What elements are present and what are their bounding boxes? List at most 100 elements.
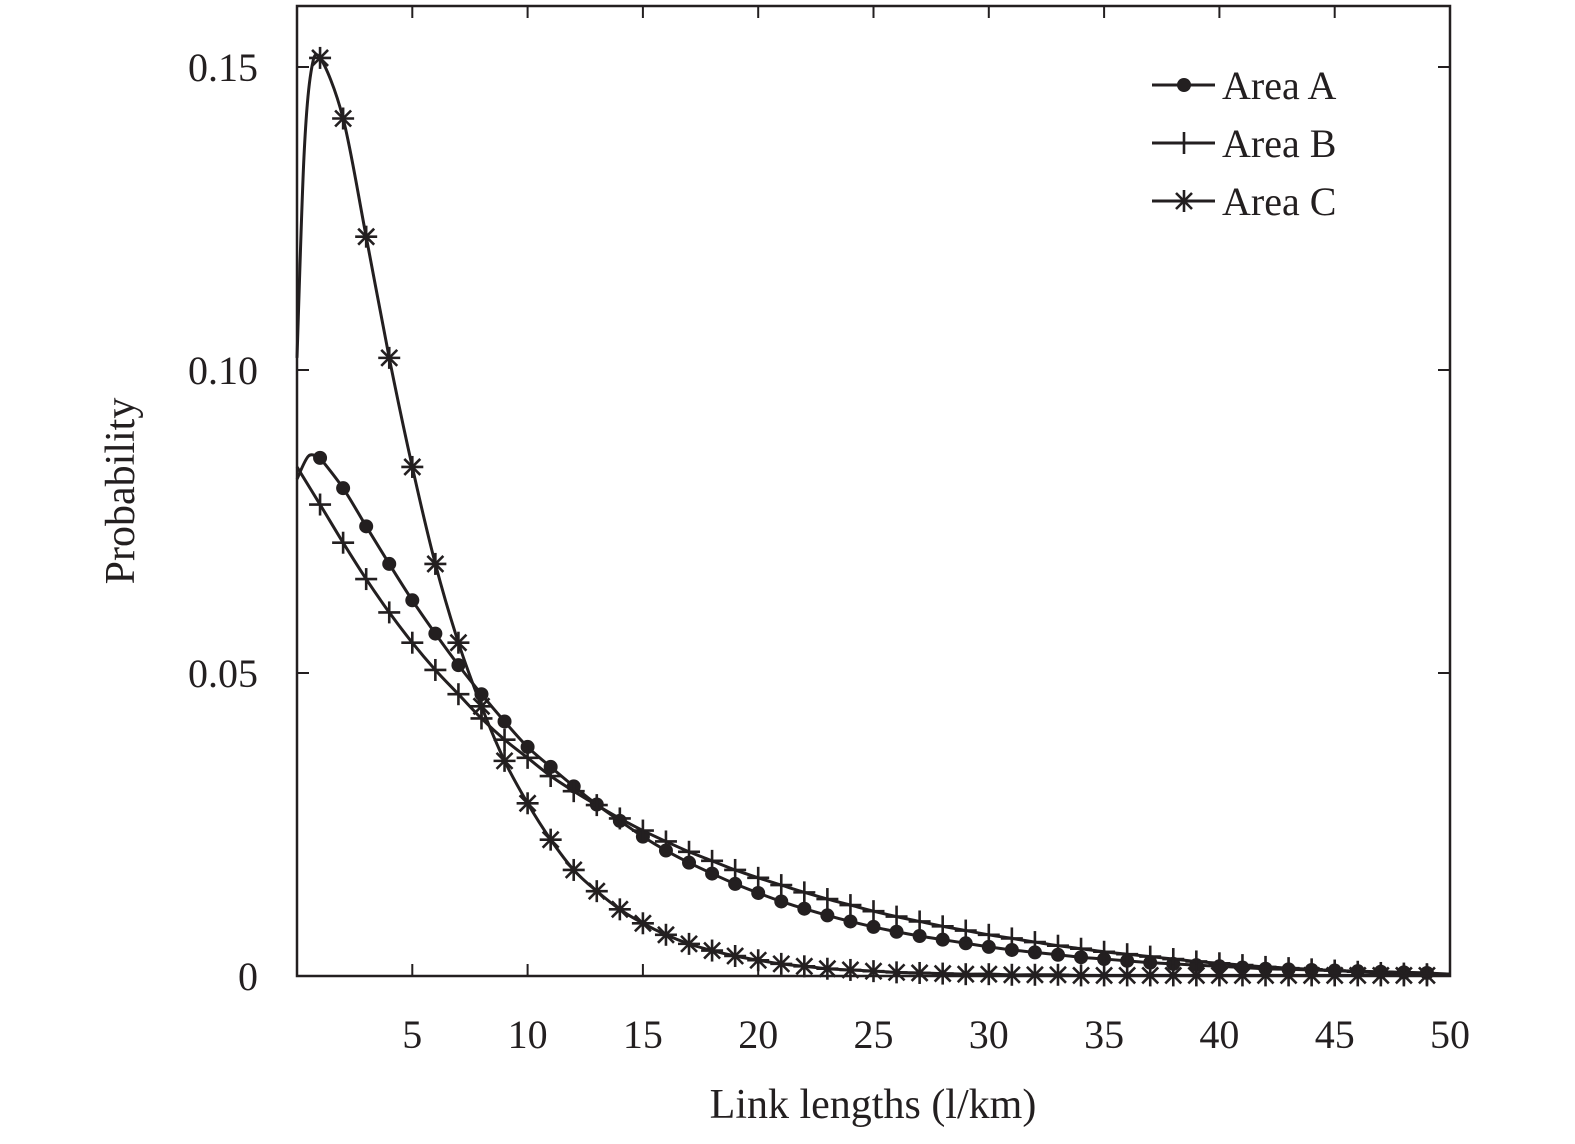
legend: Area A Area B Area C [1152, 63, 1337, 224]
point-area-a-5 [428, 626, 443, 641]
point-area-b-21 [793, 881, 816, 904]
point-area-a-24 [866, 919, 881, 934]
point-area-c-14 [631, 912, 654, 935]
legend-marker-area-b [1173, 132, 1195, 154]
x-tick-label-50: 50 [1430, 1012, 1470, 1057]
legend-label-area-b: Area B [1222, 121, 1336, 166]
point-area-a-28 [958, 936, 973, 951]
legend-label-area-c: Area C [1222, 179, 1336, 224]
point-area-b-35 [1116, 943, 1139, 966]
point-area-c-25-d2 [887, 963, 906, 982]
point-area-b-34 [1093, 940, 1116, 963]
point-area-c-27-d2 [933, 964, 952, 983]
point-area-b-28 [954, 919, 977, 942]
point-area-c-20-d2 [772, 954, 791, 973]
x-tick-label-35: 35 [1084, 1012, 1124, 1057]
series-layer [295, 46, 1451, 987]
point-area-c-10-d2 [541, 830, 560, 849]
point-area-c-18 [724, 945, 747, 968]
x-tick-label-15: 15 [623, 1012, 663, 1057]
point-area-c-19-d2 [749, 951, 768, 970]
x-tick-label-30: 30 [969, 1012, 1009, 1057]
point-area-c-21 [793, 955, 816, 978]
point-area-b-1 [332, 531, 355, 554]
point-area-b-23 [839, 894, 862, 917]
point-area-c-6 [447, 631, 470, 654]
y-tick-label-0: 0 [238, 954, 258, 999]
point-area-b-20 [770, 874, 793, 897]
point-area-b-19 [747, 866, 770, 889]
point-area-c-17 [701, 939, 724, 962]
point-area-c-9 [516, 792, 539, 815]
point-area-b-36 [1139, 945, 1162, 968]
point-area-c-11-d2 [564, 861, 583, 879]
point-area-a-18 [728, 876, 743, 891]
point-area-c-9-d2 [518, 794, 537, 813]
point-area-c-12-d2 [587, 882, 606, 901]
point-area-a-21 [797, 901, 812, 916]
point-area-b-10 [539, 765, 562, 788]
point-area-a-26 [912, 929, 927, 944]
series-line-area-a [295, 453, 1451, 976]
point-area-b-32 [1046, 934, 1069, 957]
point-area-c-27 [931, 962, 954, 985]
point-area-c-22 [816, 957, 839, 980]
point-area-c-22-d2 [818, 959, 837, 978]
point-area-c-0 [309, 46, 332, 69]
x-tick-label-5: 5 [402, 1012, 422, 1057]
x-tick-label-45: 45 [1315, 1012, 1355, 1057]
point-area-c-7-d2 [472, 697, 491, 716]
point-area-c-26-d2 [910, 964, 929, 982]
point-area-a-25 [889, 924, 904, 939]
point-area-b-30 [1000, 927, 1023, 950]
point-area-a-6 [451, 658, 466, 673]
x-tick-label-10: 10 [508, 1012, 548, 1057]
point-area-c-11 [562, 858, 585, 881]
legend-marker-area-a [1177, 78, 1191, 92]
point-area-b-26 [908, 910, 931, 933]
point-area-c-15 [654, 923, 677, 946]
point-area-b-27 [931, 915, 954, 938]
point-area-c-29-d2 [979, 965, 998, 984]
y-axis-label: Probability [98, 398, 144, 585]
point-area-a-1 [336, 481, 351, 496]
point-area-a-8 [497, 714, 512, 729]
point-area-b-2 [355, 568, 378, 591]
point-area-c-5-d2 [426, 555, 445, 573]
x-tick-label-40: 40 [1199, 1012, 1239, 1057]
y-tick-label-3: 0.15 [188, 45, 258, 90]
point-area-c-29 [977, 963, 1000, 986]
point-area-c-26 [908, 961, 931, 984]
point-area-c-1 [332, 107, 355, 130]
point-area-a-3 [382, 556, 397, 571]
y-tick-label-2: 0.10 [188, 348, 258, 393]
legend-item-area-b: Area B [1152, 121, 1336, 166]
point-area-b-24 [862, 900, 885, 923]
plot-frame [295, 4, 1452, 978]
series-area-b [295, 466, 1451, 986]
point-area-c-7 [470, 695, 493, 718]
point-area-a-17 [705, 866, 720, 881]
point-area-b-17 [701, 849, 724, 872]
y-tick-label-1: 0.05 [188, 651, 258, 696]
point-area-b-22 [816, 888, 839, 911]
point-area-b-5 [424, 658, 447, 681]
point-area-c-12 [585, 880, 608, 903]
point-area-c-23 [839, 958, 862, 981]
point-area-a-30 [1004, 942, 1019, 957]
point-area-b-12 [585, 794, 608, 817]
point-area-c-18-d2 [726, 947, 745, 965]
x-tick-label-20: 20 [738, 1012, 778, 1057]
point-area-c-17-d2 [703, 941, 721, 960]
point-area-c-21-d2 [795, 957, 814, 976]
point-area-b-25 [885, 905, 908, 928]
series-line-area-b [295, 466, 1451, 976]
point-area-b-9 [516, 746, 539, 769]
point-area-c-0-d2 [311, 48, 329, 67]
point-area-c-16-d2 [680, 934, 698, 953]
point-area-a-19 [751, 885, 766, 900]
point-area-b-4 [401, 631, 424, 654]
point-area-a-4 [405, 593, 420, 608]
